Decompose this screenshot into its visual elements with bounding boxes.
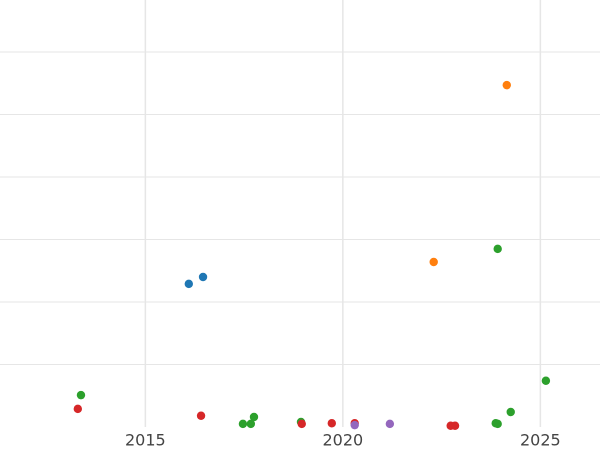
x-tick-label: 2020 (322, 431, 363, 450)
point (198, 272, 208, 282)
point (184, 279, 194, 289)
point (493, 244, 502, 254)
x-tick-label: 2025 (520, 431, 561, 450)
point (429, 257, 438, 267)
point (249, 412, 259, 422)
x-tick-label: 2015 (125, 431, 166, 450)
point (327, 419, 336, 428)
point (297, 419, 306, 429)
point (493, 419, 502, 429)
point (385, 419, 395, 429)
point (502, 80, 511, 90)
point (450, 421, 460, 430)
point (246, 419, 256, 429)
point (350, 420, 359, 430)
point (196, 411, 206, 420)
point (541, 376, 551, 385)
point (238, 419, 248, 429)
point (76, 390, 86, 400)
point (506, 407, 515, 417)
point (73, 404, 83, 414)
